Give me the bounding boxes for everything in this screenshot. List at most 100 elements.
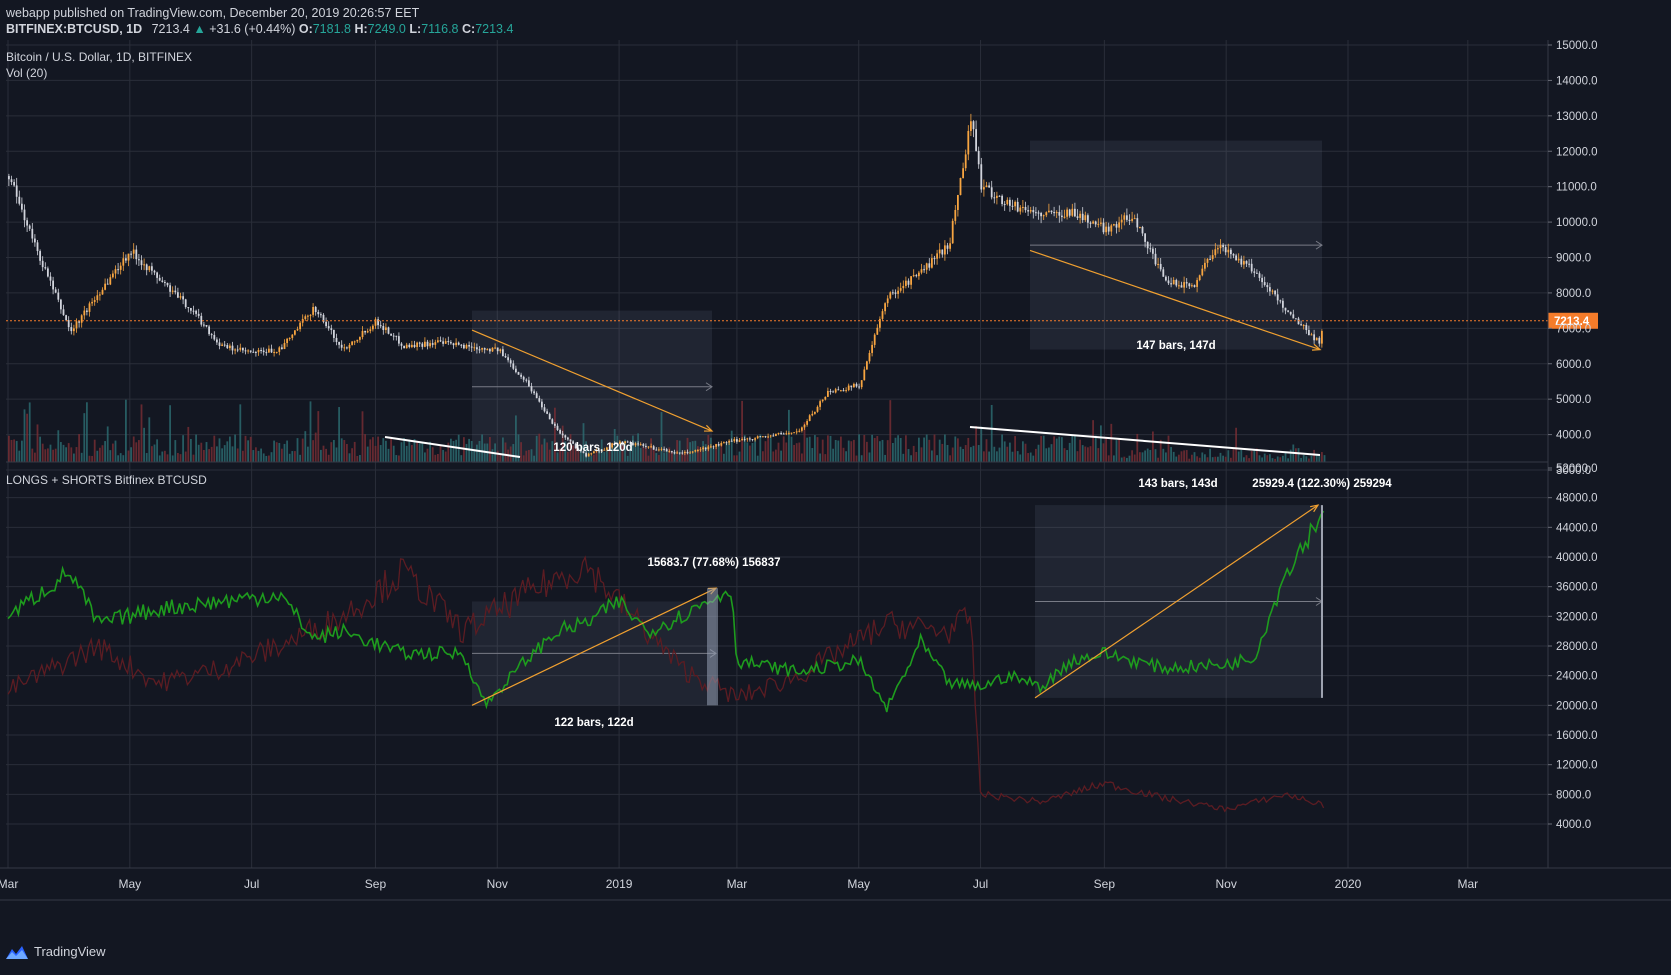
- candle-body: [65, 315, 67, 321]
- volume-bar: [166, 454, 169, 462]
- range-label-1: 120 bars, 120d: [553, 442, 632, 454]
- volume-bar: [1269, 454, 1271, 462]
- candle-body: [637, 443, 639, 445]
- candle-body: [613, 443, 616, 445]
- candle-body: [936, 253, 938, 259]
- candle-body: [70, 327, 73, 332]
- candle-body: [567, 437, 569, 440]
- volume-bar: [1266, 455, 1269, 462]
- time-tick-label: Sep: [365, 877, 387, 891]
- volume-bar: [195, 434, 197, 462]
- volume-bar: [1162, 448, 1165, 462]
- candle-body: [182, 296, 184, 300]
- volume-bar: [408, 439, 411, 462]
- volume-bar: [1123, 456, 1126, 462]
- candle-body: [229, 345, 231, 349]
- candle-body: [541, 401, 543, 408]
- volume-bar: [881, 439, 884, 462]
- candle-body: [658, 449, 660, 451]
- candle-body: [1079, 213, 1081, 218]
- candle-body: [148, 266, 151, 271]
- tradingview-brand[interactable]: TradingView: [6, 944, 106, 959]
- candle-body: [577, 448, 580, 450]
- close-label: C:: [461, 22, 476, 36]
- candle-body: [343, 347, 346, 349]
- volume-bar: [387, 448, 390, 462]
- volume-bar: [530, 449, 533, 462]
- longs-tick-label: 32000.0: [1556, 611, 1598, 623]
- candle-body: [647, 446, 650, 448]
- candle-body: [551, 419, 554, 424]
- volume-bar: [1214, 456, 1217, 462]
- volume-bar: [639, 448, 642, 462]
- longs-tick-label: 36000.0: [1556, 582, 1598, 594]
- candle-body: [782, 433, 785, 435]
- volume-bar: [333, 439, 335, 462]
- volume-bar: [1050, 444, 1053, 462]
- candle-body: [988, 185, 990, 188]
- brand-name: TradingView: [34, 944, 106, 959]
- candle-body: [15, 185, 18, 197]
- volume-bar: [1063, 448, 1066, 462]
- candle-body: [868, 352, 871, 362]
- volume-bar: [1094, 435, 1097, 462]
- volume-bar: [78, 434, 80, 462]
- volume-bar: [1274, 458, 1276, 462]
- candle-body: [1066, 209, 1068, 217]
- range-change-label-4: 25929.4 (122.30%) 259294: [1252, 478, 1392, 490]
- candle-body: [1227, 249, 1230, 253]
- candle-body: [1237, 258, 1240, 261]
- candle-body: [1243, 261, 1245, 265]
- volume-trendline-2: [969, 426, 1321, 456]
- volume-bar: [236, 448, 239, 462]
- candle-body: [278, 347, 281, 352]
- volume-bar: [184, 451, 187, 462]
- volume-bar: [101, 445, 104, 462]
- price-tick-label: 8000.0: [1556, 288, 1591, 300]
- volume-bar: [470, 440, 473, 462]
- candle-body: [1219, 245, 1222, 249]
- longs-pane-title[interactable]: LONGS + SHORTS Bitfinex BTCUSD: [6, 473, 207, 487]
- range-label-4: 143 bars, 143d: [1138, 478, 1217, 490]
- volume-pane-title[interactable]: Vol (20): [6, 66, 48, 80]
- shorts-line: [7, 555, 1325, 813]
- candle-body: [369, 329, 372, 332]
- candle-body: [255, 352, 257, 354]
- candle-body: [1321, 331, 1323, 344]
- volume-bar: [421, 443, 424, 462]
- candle-body: [676, 452, 678, 454]
- candle-body: [78, 321, 80, 323]
- trend-arrow-2-head: [1311, 343, 1322, 351]
- volume-bar: [1084, 446, 1087, 462]
- volume-bar: [379, 445, 382, 462]
- volume-bar: [460, 455, 463, 462]
- volume-bar: [174, 440, 177, 462]
- time-tick-label: 2019: [606, 877, 633, 891]
- publisher-line: webapp published on TradingView.com, Dec…: [6, 6, 420, 20]
- volume-bar: [777, 442, 780, 462]
- price-pane-title[interactable]: Bitcoin / U.S. Dollar, 1D, BITFINEX: [6, 50, 193, 64]
- candle-body: [767, 436, 769, 438]
- candle-body: [845, 390, 847, 392]
- candle-body: [699, 449, 702, 451]
- candle-body: [307, 315, 309, 317]
- volume-bar: [790, 436, 793, 462]
- time-tick-label: Jul: [244, 877, 259, 891]
- volume-bar: [1024, 443, 1027, 462]
- symbol-label[interactable]: BITFINEX:BTCUSD, 1D: [6, 22, 143, 36]
- candle-body: [730, 440, 733, 442]
- candle-body: [593, 451, 595, 454]
- candle-body: [257, 350, 260, 353]
- candle-body: [1313, 334, 1315, 341]
- longs-tick-label: 24000.0: [1556, 671, 1598, 683]
- candle-body: [291, 334, 294, 338]
- volume-bar: [450, 438, 452, 462]
- volume-bar: [1287, 458, 1289, 462]
- volume-bar: [1256, 448, 1258, 462]
- candle-body: [117, 269, 119, 271]
- candle-body: [216, 339, 218, 343]
- volume-bar: [86, 402, 88, 462]
- volume-bar: [697, 446, 699, 462]
